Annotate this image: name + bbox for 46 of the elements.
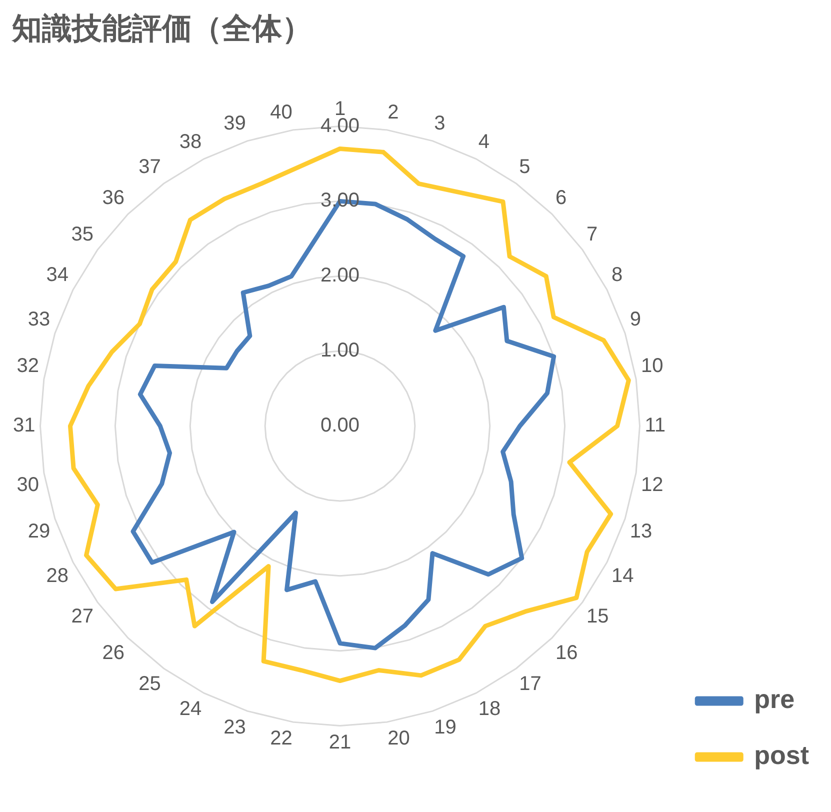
spoke-label: 7 xyxy=(586,223,598,246)
spoke-label: 37 xyxy=(138,156,161,178)
spoke-label: 28 xyxy=(46,564,68,587)
spoke-label: 22 xyxy=(270,728,292,750)
spoke-label: 3 xyxy=(434,112,446,135)
y-tick-label: 2.00 xyxy=(320,264,360,287)
spoke-label: 2 xyxy=(388,102,399,124)
spoke-label: 12 xyxy=(641,474,664,496)
y-tick-label: 0.00 xyxy=(320,414,360,437)
spoke-label: 29 xyxy=(28,520,50,543)
spoke-label: 20 xyxy=(388,728,410,750)
legend-label: post xyxy=(754,740,810,770)
spoke-label: 24 xyxy=(179,698,202,720)
spoke-label: 30 xyxy=(16,474,39,496)
y-tick-label: 1.00 xyxy=(320,340,360,362)
spoke-label: 4 xyxy=(478,130,490,153)
spoke-label: 19 xyxy=(434,716,456,738)
spoke-label: 32 xyxy=(16,354,39,377)
spoke-label: 8 xyxy=(612,264,623,286)
spoke-label: 6 xyxy=(555,187,567,210)
spoke-label: 40 xyxy=(270,102,292,124)
spoke-label: 9 xyxy=(630,308,641,330)
spoke-label: 14 xyxy=(612,564,634,587)
spoke-label: 36 xyxy=(102,187,125,210)
spoke-label: 15 xyxy=(586,606,609,628)
y-tick-label: 4.00 xyxy=(320,114,360,137)
spoke-label: 17 xyxy=(519,673,542,696)
spoke-label: 25 xyxy=(138,673,161,696)
spoke-label: 26 xyxy=(102,642,125,664)
spoke-label: 35 xyxy=(71,223,94,246)
spoke-label: 13 xyxy=(630,520,652,543)
spoke-label: 27 xyxy=(71,606,94,628)
spoke-label: 16 xyxy=(555,642,578,664)
spoke-label: 23 xyxy=(224,716,246,738)
legend-label: pre xyxy=(754,684,795,714)
spoke-label: 11 xyxy=(644,414,666,437)
spoke-label: 5 xyxy=(519,156,530,178)
spoke-label: 18 xyxy=(478,698,501,720)
spoke-label: 10 xyxy=(641,354,664,377)
spoke-label: 39 xyxy=(224,112,246,135)
spoke-label: 34 xyxy=(46,264,68,286)
spoke-label: 21 xyxy=(328,731,352,754)
chart-title: 知識技能評価（全体） xyxy=(11,12,312,46)
spoke-label: 31 xyxy=(12,414,36,437)
spoke-label: 38 xyxy=(179,130,202,153)
spoke-label: 33 xyxy=(28,308,50,330)
